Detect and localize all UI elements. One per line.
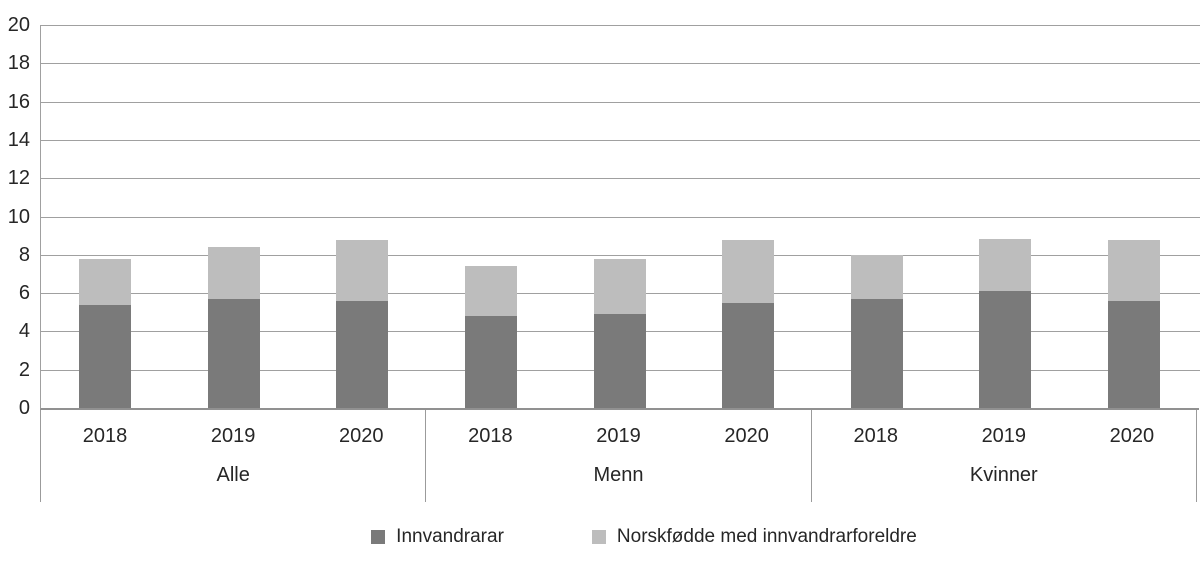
legend-label-innvandrarar: Innvandrarar (396, 526, 504, 547)
y-axis: 0 2 4 6 8 10 12 14 16 18 20 (0, 14, 30, 419)
gridline-18 (41, 63, 1200, 65)
year-label-menn-2020: 2020 (724, 425, 769, 447)
category-axis: 2018 2019 2020 Alle 2018 2019 2020 Menn 2018 2019… (40, 410, 1197, 502)
bar-segment-alle-2020-series0 (336, 300, 389, 408)
category-group-kvinner: 2018 2019 2020 Kvinner (810, 410, 1196, 502)
year-label-kvinner-2019: 2019 (981, 425, 1027, 447)
bar-segment-menn-2020-series0 (722, 302, 775, 408)
y-tick-label-16: 16 (7, 90, 30, 113)
gridline-14 (41, 139, 1200, 141)
bar-segment-kvinner-2020-series0 (1107, 300, 1160, 408)
bar-segment-alle-2020-series1 (336, 239, 389, 301)
group-label-alle: Alle (216, 464, 250, 486)
bar-segment-menn-2019-series1 (593, 258, 646, 315)
legend-swatch-dark-icon (371, 530, 386, 544)
y-tick-label-6: 6 (18, 282, 30, 305)
bar-segment-kvinner-2018-series1 (850, 254, 903, 299)
bar-segment-menn-2018-series0 (464, 316, 517, 408)
category-group-menn: 2018 2019 2020 Menn (425, 410, 810, 502)
year-label-menn-2019: 2019 (596, 425, 641, 447)
year-label-kvinner-2018: 2018 (853, 425, 898, 447)
gridline-8 (41, 254, 1200, 256)
year-label-kvinner-2020: 2020 (1109, 425, 1155, 447)
gridline-10 (41, 216, 1200, 218)
y-tick-label-18: 18 (7, 52, 30, 75)
year-label-row: 2018 2019 2020 (426, 425, 810, 447)
year-label-alle-2018: 2018 (82, 425, 128, 447)
year-label-alle-2019: 2019 (210, 425, 256, 447)
year-label-row: 2018 2019 2020 (41, 425, 425, 447)
y-tick-label-20: 20 (7, 14, 30, 36)
bar-segment-alle-2019-series1 (207, 247, 260, 299)
gridline-20 (41, 25, 1200, 26)
y-tick-label-14: 14 (7, 128, 30, 151)
plot-area (40, 25, 1200, 410)
year-label-menn-2018: 2018 (468, 425, 513, 447)
legend-label-norskfodde: Norskfødde med innvandrarforeldre (616, 526, 917, 547)
bar-segment-menn-2018-series1 (464, 266, 517, 317)
y-tick-label-12: 12 (7, 167, 30, 190)
legend-swatch-light-icon (591, 530, 606, 544)
bar-segment-menn-2019-series0 (593, 314, 646, 408)
bar-segment-kvinner-2018-series0 (850, 298, 903, 408)
y-tick-label-2: 2 (18, 358, 30, 381)
category-group-alle: 2018 2019 2020 Alle (40, 410, 425, 502)
legend-item-norskfodde: Norskfødde med innvandrarforeldre (591, 526, 917, 548)
bar-segment-kvinner-2019-series1 (979, 239, 1032, 292)
legend-item-innvandrarar: Innvandrarar (371, 526, 504, 548)
y-tick-label-0: 0 (18, 397, 30, 419)
bar-segment-alle-2019-series0 (207, 298, 260, 408)
bar-segment-menn-2020-series1 (722, 239, 775, 303)
year-label-alle-2020: 2020 (339, 425, 384, 447)
y-tick-label-10: 10 (7, 205, 30, 228)
group-label-kvinner: Kvinner (969, 464, 1038, 486)
year-label-row: 2018 2019 2020 (812, 425, 1196, 447)
group-label-menn: Menn (593, 464, 644, 486)
bar-segment-kvinner-2019-series0 (979, 291, 1032, 408)
gridline-12 (41, 178, 1200, 180)
bar-segment-alle-2018-series1 (79, 258, 132, 305)
bar-segment-kvinner-2020-series1 (1107, 239, 1160, 301)
bar-segment-alle-2018-series0 (79, 304, 132, 408)
y-tick-label-8: 8 (18, 243, 30, 266)
y-tick-label-4: 4 (18, 320, 30, 343)
gridline-16 (41, 101, 1200, 103)
legend: Innvandrarar Norskfødde med innvandrarfo… (44, 526, 1200, 548)
